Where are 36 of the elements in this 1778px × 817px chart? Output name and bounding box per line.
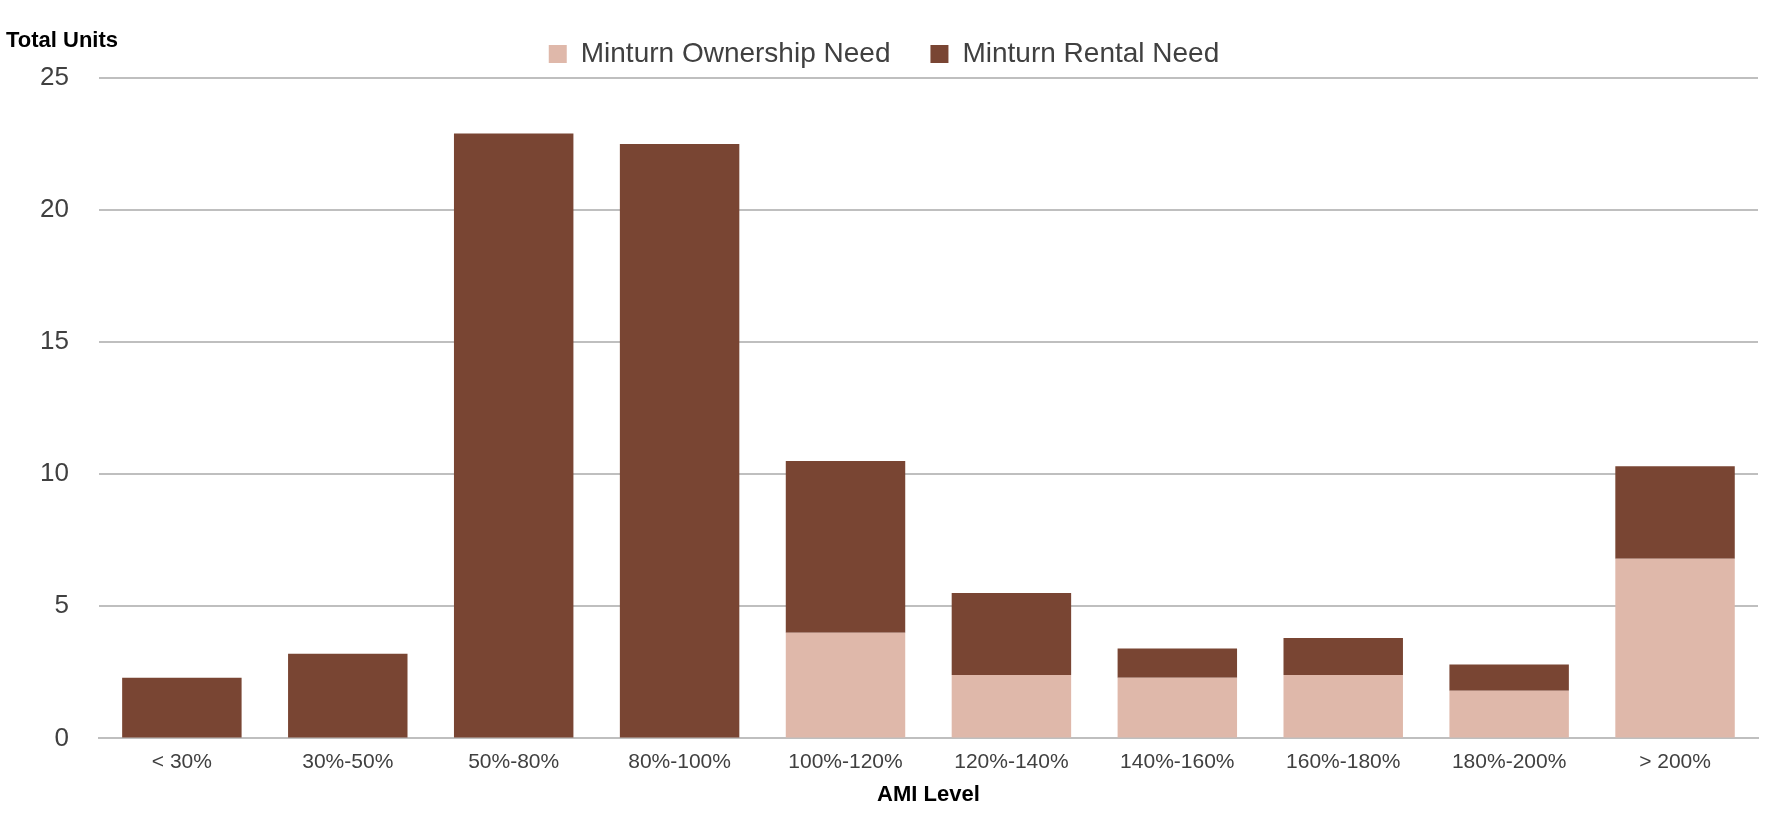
x-tick-label: 30%-50% — [302, 748, 394, 772]
bar — [122, 677, 242, 738]
y-tick-label: 25 — [40, 61, 69, 92]
x-tick-label: 120%-140% — [954, 748, 1069, 772]
bar — [785, 632, 906, 738]
bar — [288, 653, 408, 738]
x-axis-title: AMI Level — [877, 780, 980, 806]
x-tick-label: 180%-200% — [1451, 748, 1567, 772]
bar — [1449, 690, 1569, 738]
y-tick-label: 20 — [40, 193, 69, 224]
x-tick-label: 100%-120% — [788, 748, 903, 772]
bar — [951, 675, 1072, 738]
y-tick-label: 10 — [40, 457, 69, 488]
legend-label: Minturn Rental Need — [962, 36, 1220, 68]
bar — [1117, 677, 1238, 738]
bar — [1615, 466, 1735, 559]
bar — [453, 133, 574, 738]
y-axis-title: Total Units — [6, 27, 119, 53]
bar — [785, 461, 906, 633]
x-tick-label: > 200% — [1639, 748, 1711, 772]
bar — [1283, 638, 1403, 675]
bar — [1283, 675, 1403, 738]
bar — [619, 144, 740, 738]
y-tick-label: 0 — [54, 721, 69, 752]
bar — [1615, 558, 1735, 738]
x-tick-label: 50%-80% — [468, 748, 560, 772]
x-tick-label: < 30% — [151, 748, 212, 772]
y-tick-label: 15 — [40, 325, 69, 356]
x-tick-label: 140%-160% — [1120, 748, 1235, 772]
bar — [1449, 664, 1569, 691]
bar — [951, 593, 1072, 675]
bar — [1117, 648, 1238, 678]
x-tick-label: 80%-100% — [628, 748, 731, 772]
x-tick-label: 160%-180% — [1286, 748, 1401, 772]
legend-label: Minturn Ownership Need — [580, 36, 891, 68]
y-tick-label: 5 — [54, 589, 69, 620]
